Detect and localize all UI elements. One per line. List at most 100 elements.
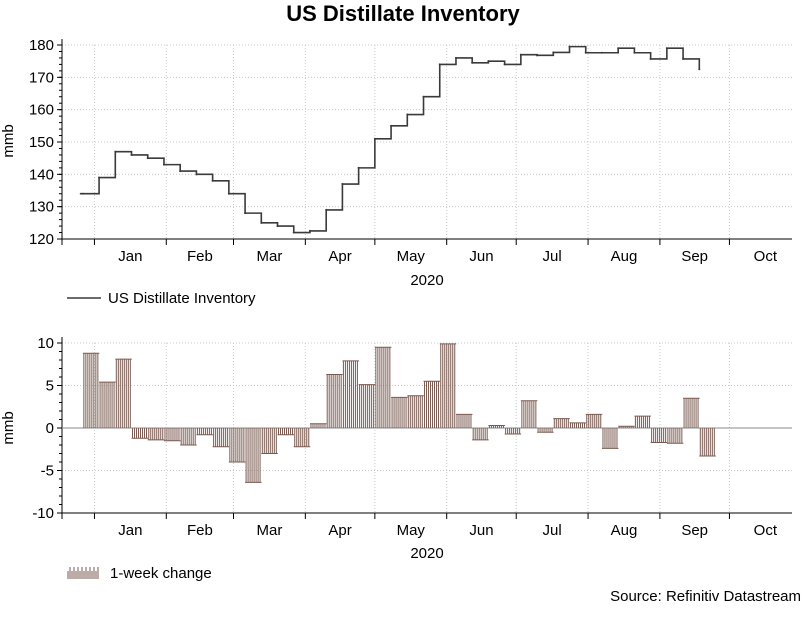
inventory-point: [568, 45, 571, 48]
x-tick-label-jun: Jun: [469, 248, 493, 265]
change-bar: [537, 428, 554, 433]
bottom-legend-label: 1-week change: [110, 565, 212, 582]
inventory-point: [308, 229, 311, 232]
x-tick-label-aug: Aug: [611, 248, 638, 265]
change-bar: [277, 428, 295, 436]
change-bar: [455, 413, 473, 428]
top-x-axis-year: 2020: [410, 272, 443, 289]
x-tick-label-feb: Feb: [187, 522, 213, 539]
x-tick-label-jan: Jan: [118, 248, 142, 265]
top-legend-label: US Distillate Inventory: [108, 290, 256, 307]
y-tick-label: 170: [29, 69, 54, 86]
inventory-point: [325, 208, 328, 211]
change-bar: [569, 422, 587, 428]
inventory-point: [146, 157, 149, 160]
inventory-point: [454, 56, 457, 59]
bottom-legend-swatch: [67, 567, 99, 579]
change-bar: [99, 381, 116, 428]
y-tick-label: 10: [37, 335, 54, 352]
x-tick-label-oct: Oct: [754, 522, 778, 539]
inventory-point: [536, 54, 539, 57]
bottom-y-axis-label: mmb: [0, 411, 17, 444]
change-bar: [228, 428, 246, 463]
inventory-point: [519, 53, 522, 56]
chart-title: US Distillate Inventory: [286, 1, 520, 26]
change-bar: [342, 360, 359, 428]
inventory-point: [682, 57, 685, 60]
x-tick-label-jun: Jun: [469, 522, 493, 539]
change-bar: [439, 343, 457, 428]
change-bar: [82, 352, 100, 428]
inventory-point: [649, 57, 652, 60]
change-bar: [520, 400, 538, 428]
inventory-point: [487, 60, 490, 63]
inventory-point: [292, 231, 295, 234]
inventory-point: [438, 63, 441, 66]
change-bar: [261, 428, 278, 454]
change-bar: [699, 428, 716, 457]
inventory-point: [633, 51, 636, 54]
inventory-line-panel: 120 130 140 150 160 170 180 Jan Feb Mar Apr May Jun J…: [0, 37, 792, 307]
y-tick-label: -10: [32, 505, 54, 522]
inventory-point: [373, 137, 376, 140]
x-tick-label-may: May: [397, 248, 426, 265]
change-bar: [212, 428, 230, 448]
change-bar: [180, 428, 197, 446]
x-tick-label-aug: Aug: [611, 522, 638, 539]
change-bar: [504, 428, 522, 435]
inventory-point: [211, 179, 214, 182]
x-tick-label-sep: Sep: [681, 248, 708, 265]
change-bar: [472, 428, 489, 441]
change-bar: [650, 428, 668, 443]
bottom-x-axis-year: 2020: [410, 545, 443, 562]
x-tick-label-jul: Jul: [543, 248, 562, 265]
x-tick-label-oct: Oct: [754, 248, 778, 265]
change-bar: [163, 428, 181, 442]
inventory-point: [114, 150, 117, 153]
change-bar: [407, 395, 424, 428]
change-bar: [683, 397, 700, 428]
change-bar: [309, 423, 327, 428]
y-tick-label: 160: [29, 102, 54, 119]
inventory-point: [406, 113, 409, 116]
inventory-point: [552, 51, 555, 54]
change-bar: [196, 428, 213, 436]
top-y-axis-label: mmb: [0, 124, 17, 157]
top-axes: 120 130 140 150 160 170 180 Jan Feb Mar Apr May Jun J…: [29, 37, 792, 265]
inventory-point: [179, 170, 182, 173]
inventory-point: [698, 68, 701, 71]
y-tick-label: 180: [29, 37, 54, 54]
top-series: [79, 45, 701, 234]
x-tick-label-sep: Sep: [681, 522, 708, 539]
change-bar: [634, 415, 651, 428]
inventory-point: [130, 153, 133, 156]
y-tick-label: 5: [46, 378, 54, 395]
x-tick-label-mar: Mar: [256, 248, 282, 265]
y-tick-label: 120: [29, 231, 54, 248]
inventory-point: [503, 63, 506, 66]
x-tick-label-jul: Jul: [543, 522, 562, 539]
inventory-point: [471, 61, 474, 64]
inventory-line: [79, 45, 701, 234]
change-bar: [147, 428, 165, 441]
change-bar: [618, 425, 635, 428]
y-tick-label: 130: [29, 199, 54, 216]
inventory-point: [276, 225, 279, 228]
top-gridlines: [62, 44, 792, 240]
inventory-point: [422, 95, 425, 98]
inventory-point: [227, 192, 230, 195]
bottom-axes: -10 -5 0 5 10 Jan Feb Mar Apr May Jun Jul Aug Sep Oct: [32, 335, 792, 539]
inventory-point: [584, 51, 587, 54]
bottom-series: [62, 343, 792, 483]
change-bar: [326, 373, 343, 428]
change-bar: [358, 384, 376, 428]
change-bar: [488, 424, 505, 428]
y-tick-label: -5: [41, 463, 54, 480]
change-bar: [601, 428, 619, 449]
inventory-point: [98, 176, 101, 179]
x-tick-label-apr: Apr: [328, 248, 351, 265]
inventory-point: [357, 166, 360, 169]
